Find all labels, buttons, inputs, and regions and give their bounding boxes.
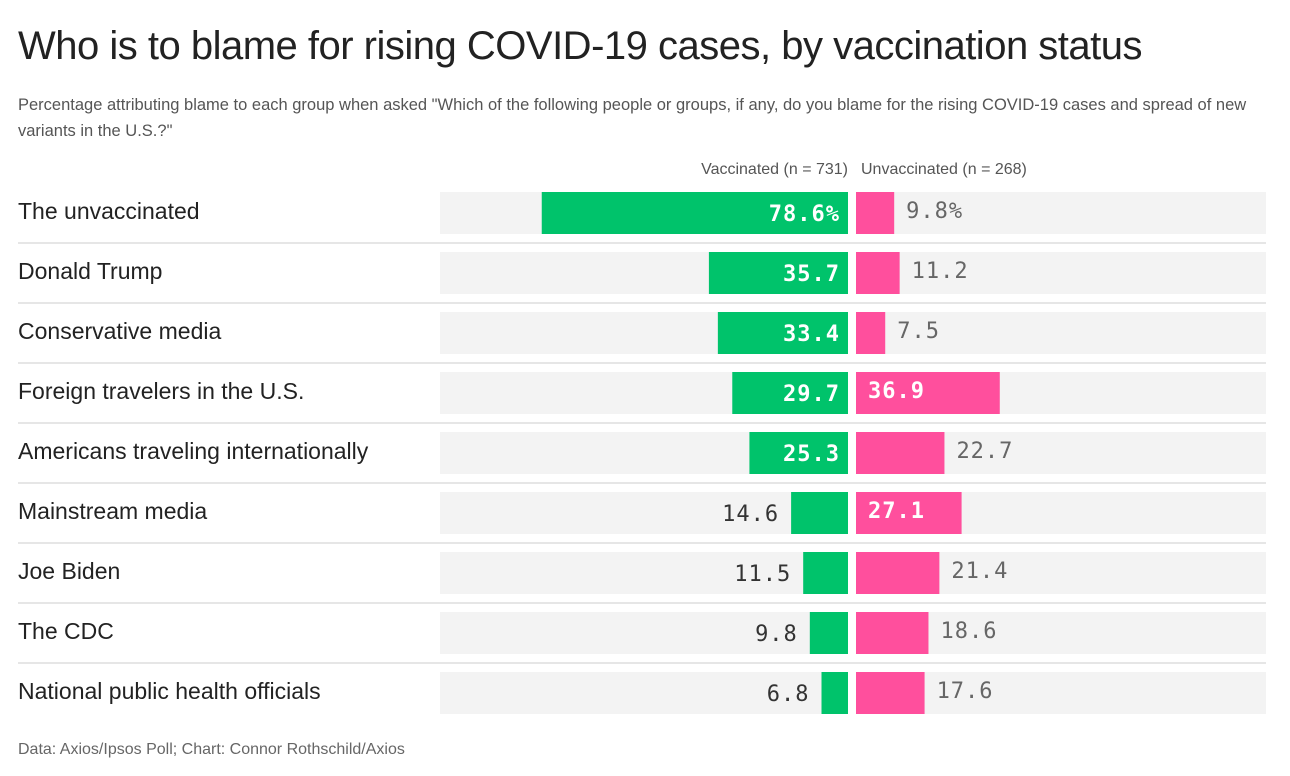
unvaccinated-value-label: 22.7 bbox=[956, 439, 1013, 464]
unvaccinated-track bbox=[856, 252, 1266, 294]
row-divider bbox=[18, 482, 1266, 484]
category-row: National public health officials bbox=[0, 662, 1290, 722]
unvaccinated-value-label: 36.9 bbox=[868, 379, 925, 404]
category-row: Joe Biden bbox=[0, 542, 1290, 602]
vaccinated-bar bbox=[708, 252, 848, 294]
category-row: Donald Trump bbox=[0, 242, 1290, 302]
vaccinated-track bbox=[440, 492, 848, 534]
category-label: The CDC bbox=[18, 618, 114, 644]
unvaccinated-bar bbox=[856, 672, 925, 714]
category-label: National public health officials bbox=[18, 678, 321, 704]
unvaccinated-value-label: 21.4 bbox=[951, 559, 1008, 584]
chart-subtitle: Percentage attributing blame to each gro… bbox=[18, 96, 1247, 140]
vaccinated-bar bbox=[732, 372, 848, 414]
vaccinated-value-label: 33.4 bbox=[783, 322, 840, 347]
category-row: The unvaccinated bbox=[0, 182, 1290, 242]
vaccinated-value-label: 35.7 bbox=[783, 262, 840, 287]
unvaccinated-track bbox=[856, 312, 1266, 354]
category-label: Joe Biden bbox=[18, 558, 121, 584]
vaccinated-value-label: 11.5 bbox=[734, 562, 791, 587]
vaccinated-bar bbox=[717, 312, 848, 354]
vaccinated-value-label: 78.6% bbox=[769, 202, 840, 227]
unvaccinated-bar bbox=[856, 552, 940, 594]
category-row: Mainstream media bbox=[0, 482, 1290, 542]
category-label: The unvaccinated bbox=[18, 198, 200, 224]
unvaccinated-column-header: Unvaccinated (n = 268) bbox=[861, 161, 1027, 178]
vaccinated-bar bbox=[809, 612, 848, 654]
chart-title: Who is to blame for rising COVID-19 case… bbox=[18, 24, 1143, 68]
unvaccinated-value-label: 9.8% bbox=[906, 199, 963, 224]
unvaccinated-value-label: 7.5 bbox=[897, 319, 940, 344]
category-label: Mainstream media bbox=[18, 498, 208, 524]
unvaccinated-bar bbox=[856, 372, 1000, 414]
unvaccinated-bar bbox=[856, 432, 945, 474]
unvaccinated-bar bbox=[856, 252, 900, 294]
category-row: Americans traveling internationally bbox=[0, 422, 1290, 482]
row-divider bbox=[18, 242, 1266, 244]
vaccinated-value-label: 29.7 bbox=[783, 382, 840, 407]
category-row: Foreign travelers in the U.S. bbox=[0, 362, 1290, 422]
unvaccinated-bar bbox=[856, 192, 895, 234]
vaccinated-track bbox=[440, 672, 848, 714]
vaccinated-track bbox=[440, 612, 848, 654]
vaccinated-bar bbox=[749, 432, 848, 474]
category-label: Americans traveling internationally bbox=[18, 438, 369, 464]
vaccinated-column-header: Vaccinated (n = 731) bbox=[701, 161, 848, 178]
category-label: Donald Trump bbox=[18, 258, 163, 284]
category-row: Conservative media bbox=[0, 302, 1290, 362]
vaccinated-bar bbox=[821, 672, 848, 714]
row-divider bbox=[18, 602, 1266, 604]
vaccinated-value-label: 25.3 bbox=[783, 442, 840, 467]
vaccinated-value-label: 14.6 bbox=[722, 502, 779, 527]
source-footer: Data: Axios/Ipsos Poll; Chart: Connor Ro… bbox=[18, 741, 405, 758]
unvaccinated-value-label: 27.1 bbox=[868, 499, 925, 524]
unvaccinated-value-label: 17.6 bbox=[937, 679, 994, 704]
vaccinated-bar bbox=[791, 492, 848, 534]
row-divider bbox=[18, 662, 1266, 664]
category-row: The CDC bbox=[0, 602, 1290, 662]
unvaccinated-bar bbox=[856, 312, 886, 354]
row-divider bbox=[18, 422, 1266, 424]
category-label: Foreign travelers in the U.S. bbox=[18, 378, 305, 404]
vaccinated-bar bbox=[541, 192, 848, 234]
unvaccinated-value-label: 11.2 bbox=[912, 259, 969, 284]
unvaccinated-track bbox=[856, 192, 1266, 234]
unvaccinated-bar bbox=[856, 492, 962, 534]
category-label: Conservative media bbox=[18, 318, 222, 344]
vaccinated-value-label: 9.8 bbox=[755, 622, 798, 647]
row-divider bbox=[18, 362, 1266, 364]
unvaccinated-bar bbox=[856, 612, 929, 654]
row-divider bbox=[18, 542, 1266, 544]
unvaccinated-value-label: 18.6 bbox=[940, 619, 997, 644]
row-divider bbox=[18, 302, 1266, 304]
vaccinated-track bbox=[440, 552, 848, 594]
vaccinated-bar bbox=[803, 552, 848, 594]
vaccinated-value-label: 6.8 bbox=[767, 682, 810, 707]
